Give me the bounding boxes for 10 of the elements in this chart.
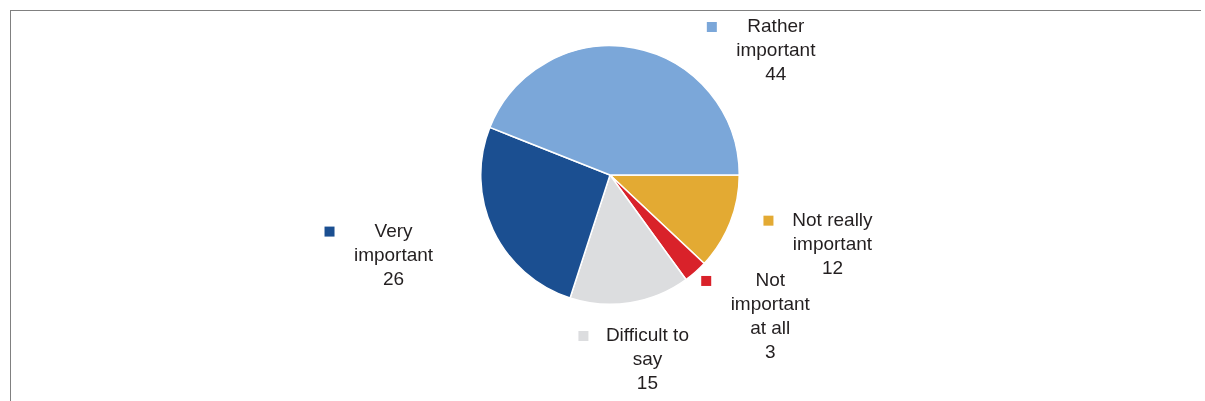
legend-label: Difficult to say (605, 324, 689, 370)
legend-label: Not really important (792, 208, 874, 254)
legend-label: Not important at all (730, 269, 811, 339)
data-label: 26 (382, 267, 405, 289)
legend-label: Rather important (736, 15, 817, 61)
data-label: 44 (765, 63, 787, 85)
data-label: 3 (764, 341, 776, 363)
legend-label: Very important (353, 219, 434, 265)
data-label: 12 (821, 256, 844, 278)
data-label: 15 (636, 372, 658, 394)
